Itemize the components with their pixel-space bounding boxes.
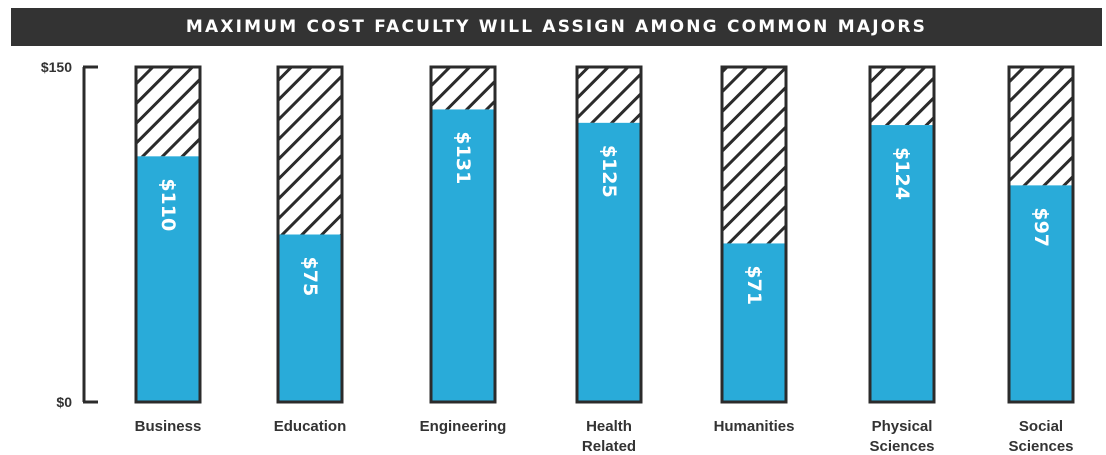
category-label: Social [1019,418,1063,435]
bars: $110 $75 $131 $125 $71 $124 $97 [134,65,1075,404]
bar [722,243,786,402]
category-label: Related [582,438,636,455]
bar-remainder [278,67,342,235]
bar-value-label: $125 [598,145,620,198]
bar-outline [720,65,788,404]
bar-group: $125 [575,65,643,404]
category-label: Business [135,418,202,435]
bar-group: $110 [134,65,202,404]
category-label: Physical [872,418,933,435]
bar-group: $97 [1007,65,1075,404]
category-label: Engineering [420,418,507,435]
bar-remainder [870,67,934,126]
bar-remainder [722,67,786,244]
bar-remainder [431,67,495,110]
chart-title: MAXIMUM COST FACULTY WILL ASSIGN AMONG C… [185,17,928,37]
bar-outline [868,65,936,404]
category-label: Humanities [714,418,795,435]
bar-outline [134,65,202,404]
bar-outline [276,65,344,404]
category-label: Sciences [869,438,934,455]
bar-remainder [136,67,200,157]
bar-remainder [1009,67,1073,186]
bar-group: $71 [720,65,788,404]
y-tick-label: $150 [41,59,72,75]
category-label: Sciences [1008,438,1073,455]
bar-value-label: $71 [743,265,765,305]
bar-group: $75 [276,65,344,404]
y-tick-label: $0 [56,394,72,410]
bar-value-label: $131 [452,131,474,184]
chart-title-bar: MAXIMUM COST FACULTY WILL ASSIGN AMONG C… [11,8,1102,46]
bar-value-label: $110 [157,178,179,231]
bar [577,122,641,402]
category-label: Health [586,418,632,435]
bar-value-label: $97 [1030,207,1052,247]
bar [278,234,342,402]
bar-value-label: $75 [299,257,321,297]
category-label: Education [274,418,347,435]
bar-outline [1007,65,1075,404]
bar [136,156,200,402]
category-labels: Business Education Engineering Health Relate… [135,418,1074,455]
y-axis: $150 $0 [41,59,98,410]
bar [870,125,934,403]
bar [431,109,495,402]
bar-group: $124 [868,65,936,404]
bar-remainder [577,67,641,123]
bar-outline [429,65,497,404]
bar-group: $131 [429,65,497,404]
bar-value-label: $124 [891,147,913,200]
bar-outline [575,65,643,404]
bar [1009,185,1073,402]
